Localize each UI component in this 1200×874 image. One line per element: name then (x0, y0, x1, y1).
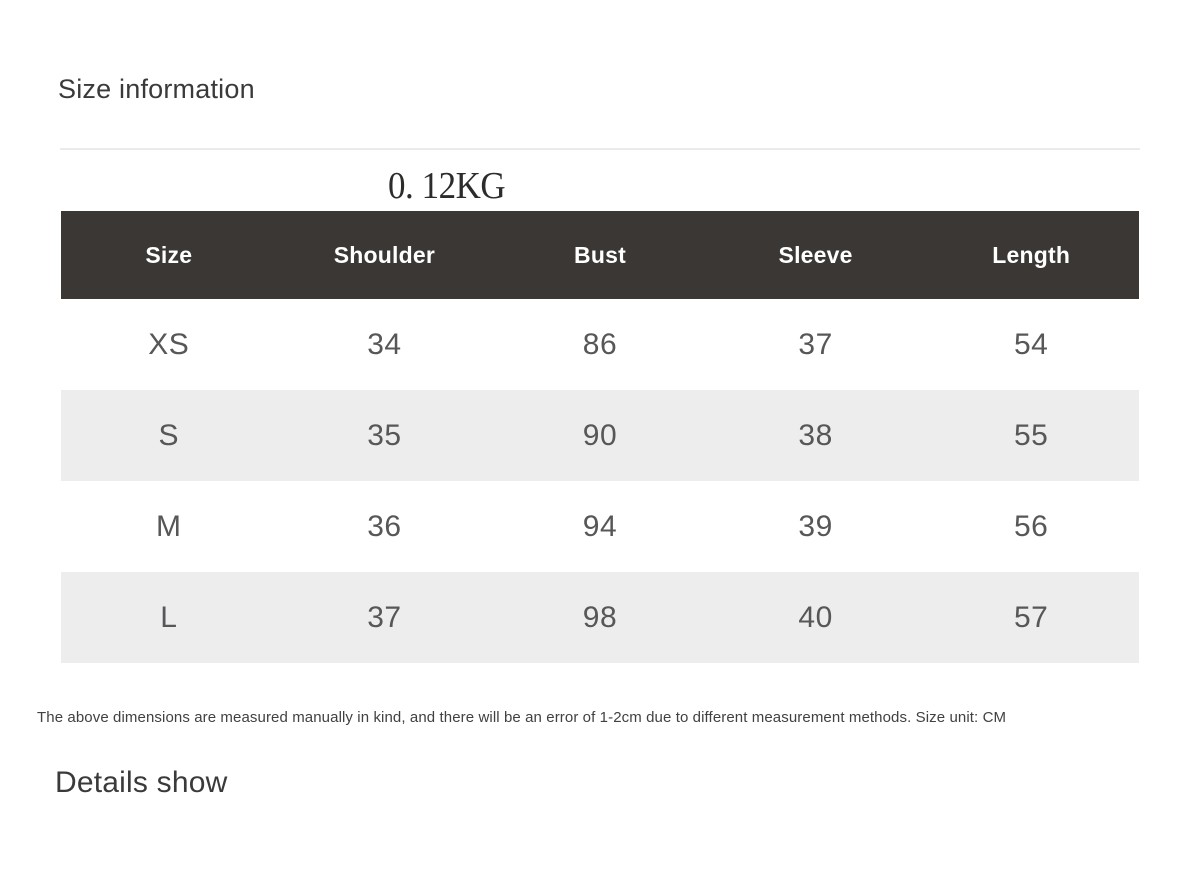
product-weight-label: 0. 12KG (388, 165, 506, 207)
table-row-xs: XS 34 86 37 54 (61, 299, 1139, 390)
cell-bust: 86 (582, 327, 618, 361)
cell-size-label: M (156, 509, 182, 543)
cell-size-label: XS (148, 327, 190, 361)
table-row-m: M 36 94 39 56 (61, 481, 1139, 572)
cell-bust: 90 (582, 418, 618, 452)
cell-size-label: S (158, 418, 180, 452)
cell-sleeve: 37 (798, 327, 833, 361)
cell-sleeve: 40 (798, 600, 833, 634)
measurement-disclaimer-note: The above dimensions are measured manual… (37, 709, 1007, 726)
cell-bust: 94 (582, 509, 618, 543)
size-chart-table: Size Shoulder Bust Sleeve Length XS 34 8… (61, 211, 1139, 663)
cell-shoulder: 35 (367, 418, 402, 452)
column-header-size: Size (145, 241, 193, 268)
size-table-header-row: Size Shoulder Bust Sleeve Length (61, 211, 1139, 299)
size-information-heading: Size information (58, 74, 255, 104)
column-header-shoulder: Shoulder (333, 241, 436, 268)
table-row-l: L 37 98 40 57 (61, 572, 1139, 663)
cell-shoulder: 34 (367, 327, 402, 361)
cell-sleeve: 39 (798, 509, 833, 543)
column-header-length: Length (992, 241, 1071, 268)
cell-length: 55 (1014, 418, 1049, 452)
cell-shoulder: 36 (367, 509, 402, 543)
cell-size-label: L (160, 600, 178, 634)
section-divider (60, 148, 1140, 150)
cell-bust: 98 (582, 600, 618, 634)
column-header-bust: Bust (574, 241, 626, 268)
cell-shoulder: 37 (367, 600, 402, 634)
cell-length: 56 (1014, 509, 1049, 543)
cell-length: 54 (1014, 327, 1049, 361)
table-row-s: S 35 90 38 55 (61, 390, 1139, 481)
cell-sleeve: 38 (798, 418, 833, 452)
cell-length: 57 (1014, 600, 1049, 634)
column-header-sleeve: Sleeve (778, 241, 853, 268)
details-show-heading: Details show (55, 766, 228, 799)
